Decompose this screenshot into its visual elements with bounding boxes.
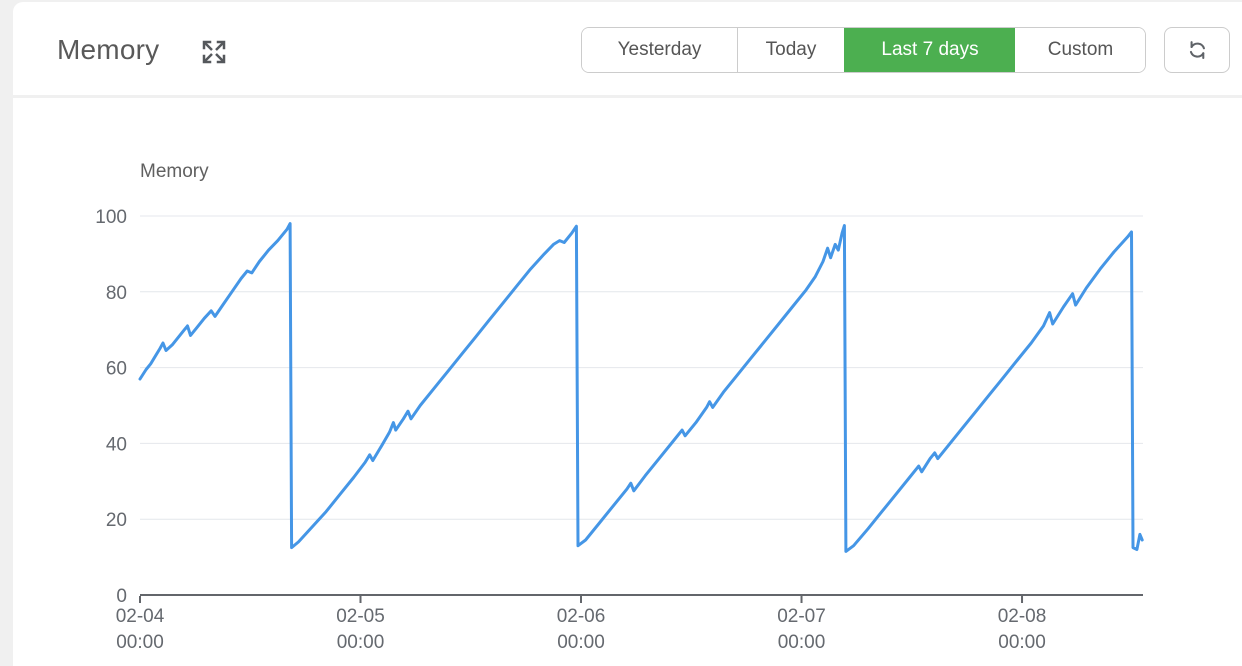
x-axis-label: 02-04 00:00 — [116, 606, 165, 653]
x-axis-label: 02-06 00:00 — [557, 606, 606, 653]
x-axis-label: 02-08 00:00 — [998, 606, 1047, 653]
refresh-button[interactable] — [1164, 27, 1230, 73]
panel-header: Memory Yesterday Today Last 7 days Custo… — [13, 2, 1242, 95]
x-axis-label: 02-05 00:00 — [336, 606, 385, 653]
y-axis-label: 20 — [106, 510, 127, 531]
range-yesterday-button[interactable]: Yesterday — [582, 28, 737, 72]
chart-canvas[interactable]: 0 20 40 60 80 100 02-04 00:00 02-05 00:00 02-06 00:… — [13, 98, 1242, 666]
time-range-group: Yesterday Today Last 7 days Custom — [581, 27, 1146, 73]
sync-icon — [1189, 41, 1205, 60]
y-axis-label: 80 — [106, 283, 127, 304]
memory-series-line — [138, 222, 1144, 553]
panel-title: Memory — [57, 34, 160, 65]
x-axis-label: 02-07 00:00 — [777, 606, 826, 653]
range-custom-button[interactable]: Custom — [1015, 28, 1145, 72]
y-axis-label: 40 — [106, 434, 127, 455]
range-last-7-days-button[interactable]: Last 7 days — [844, 28, 1015, 72]
chart-panel: Memory 0 20 40 60 80 100 02-04 00:00 02-05 00:00 0… — [13, 98, 1242, 666]
expand-arrows-icon — [202, 40, 226, 64]
y-axis-label: 60 — [106, 359, 127, 380]
chart-title: Memory — [140, 161, 209, 182]
y-axis-label: 100 — [95, 207, 127, 228]
y-axis-label: 0 — [116, 586, 127, 607]
expand-button[interactable] — [197, 35, 231, 69]
range-today-button[interactable]: Today — [737, 28, 844, 72]
